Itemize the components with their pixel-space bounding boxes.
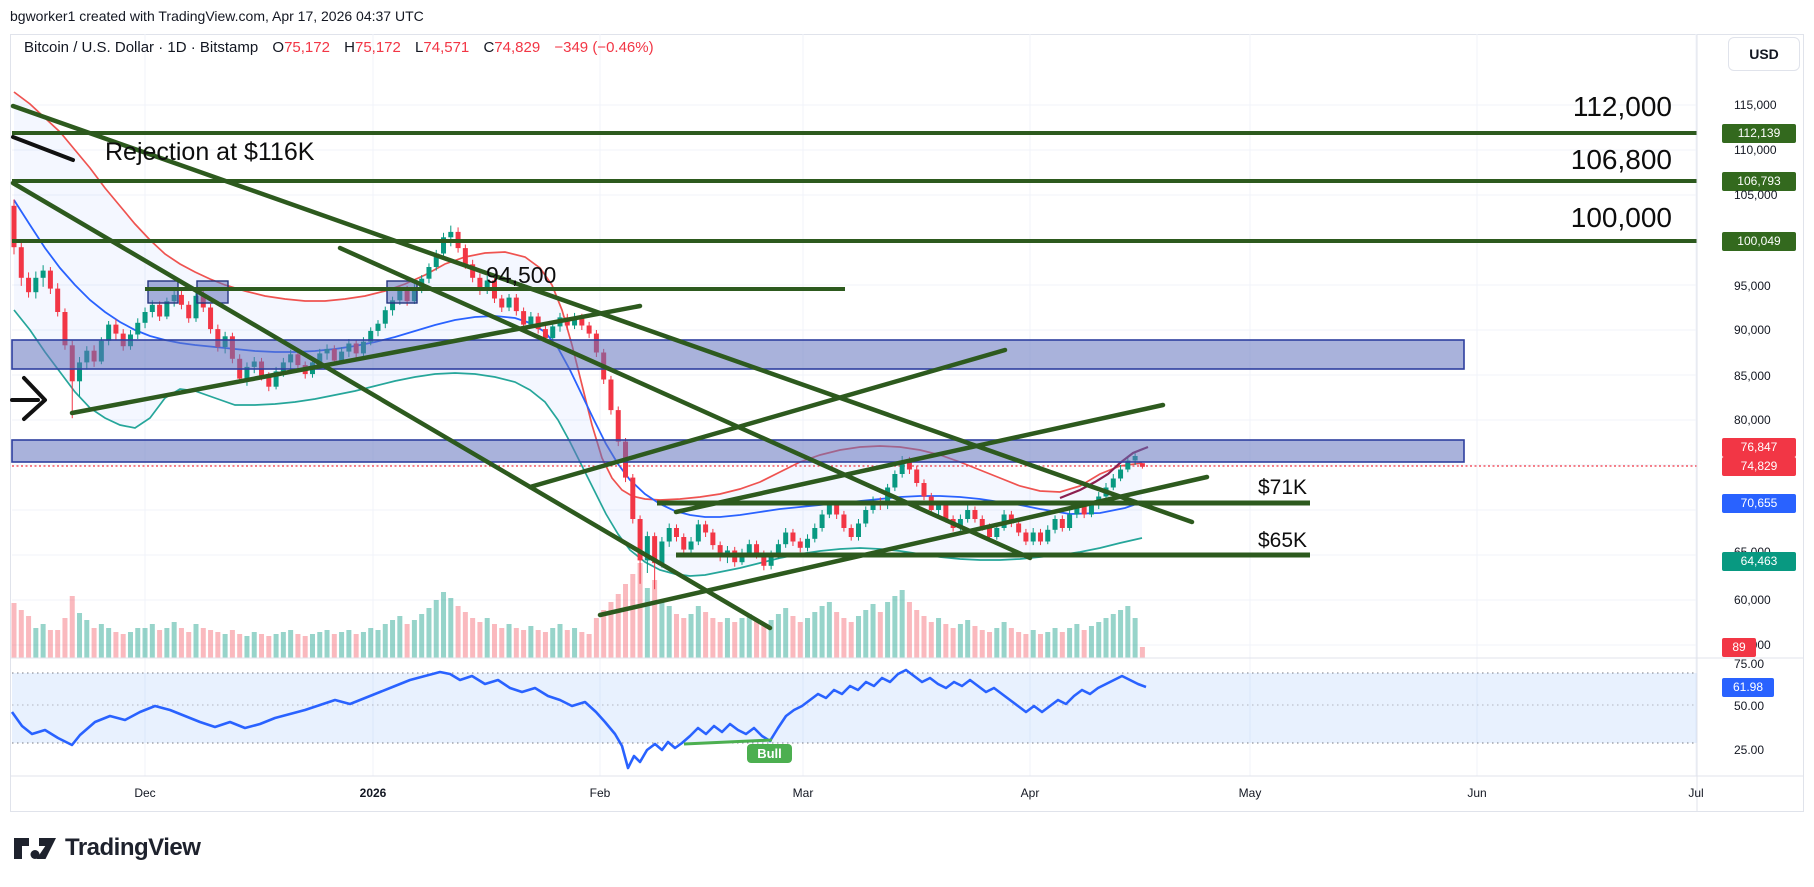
- tradingview-logo[interactable]: TradingView: [13, 834, 201, 862]
- rsi-line: [10, 668, 1147, 770]
- chart-annotation-level-112000: 112,000: [1572, 91, 1672, 122]
- ascending-support-0: [69, 303, 643, 416]
- chart-annotation-level-65k: $65K: [1258, 529, 1308, 552]
- drawn-marks: [10, 135, 75, 421]
- high-value: 75,172: [354, 39, 401, 56]
- gridlines: [12, 34, 1697, 776]
- price-axis-badge: 100,049: [1722, 231, 1796, 251]
- time-axis-label[interactable]: May: [1238, 786, 1262, 800]
- time-axis-label[interactable]: Jun: [1467, 786, 1487, 800]
- tradingview-logo-icon: [14, 837, 56, 859]
- price-axis-label: 60,000: [1734, 593, 1771, 607]
- chart-annotation-level-100000: 100,000: [1570, 202, 1672, 233]
- trendlines: [10, 103, 1697, 631]
- price-axis-label: 75.00: [1734, 657, 1765, 671]
- price-axis-label: 25.00: [1734, 743, 1765, 757]
- price-axis-badge: 106,793: [1722, 171, 1796, 191]
- descending-resistance-2: [10, 180, 773, 631]
- bull-divergence-badge: Bull: [747, 744, 792, 763]
- price-axis-badge: 112,139: [1722, 123, 1796, 143]
- price-axis-badge: 70,655: [1722, 493, 1796, 513]
- price-axis-label: 85,000: [1734, 369, 1771, 383]
- time-axis-label[interactable]: Dec: [134, 786, 156, 800]
- chart-annotation-level-94500: 94,500: [486, 262, 557, 288]
- open-value: 75,172: [284, 39, 330, 56]
- supply-band-lower: [11, 439, 1465, 463]
- open-label: O: [272, 39, 285, 56]
- price-axis-badge: 76,847: [1722, 437, 1796, 457]
- time-axis-label[interactable]: Feb: [589, 786, 611, 800]
- low-value: 74,571: [423, 39, 470, 56]
- time-axis-label[interactable]: Jul: [1688, 786, 1704, 800]
- pane-borders: [10, 34, 1804, 812]
- ascending-channel-bottom: [597, 474, 1210, 618]
- close-label: C: [483, 39, 495, 56]
- symbol-header[interactable]: Bitcoin / U.S. Dollar · 1D · Bitstamp O7…: [24, 39, 654, 56]
- price-axis-label: 95,000: [1734, 279, 1771, 293]
- close-value: 74,829: [494, 39, 541, 56]
- drawn-box: [147, 280, 179, 304]
- price-axis-label: 90,000: [1734, 323, 1771, 337]
- change-value: −349 (−0.46%): [554, 39, 654, 56]
- price-axis-badge: 61.98: [1722, 677, 1774, 697]
- drawn-box: [386, 280, 418, 304]
- currency-toggle-button[interactable]: USD: [1728, 37, 1800, 71]
- volume-bars: [11, 563, 1145, 658]
- supply-band-upper: [11, 339, 1465, 370]
- descending-resistance-3: [337, 245, 1033, 561]
- price-axis-badge: 74,829: [1722, 456, 1796, 476]
- price-axis-label: 110,000: [1734, 143, 1777, 157]
- creator-credit: bgworker1 created with TradingView.com, …: [10, 8, 424, 24]
- price-axis-label: 50.00: [1734, 699, 1765, 713]
- ascending-support-3: [527, 347, 1008, 490]
- price-axis-label: 105,000: [1734, 188, 1778, 202]
- chart-annotation-level-71k: $71K: [1258, 476, 1308, 499]
- symbol-title[interactable]: Bitcoin / U.S. Dollar · 1D · Bitstamp: [24, 39, 259, 56]
- high-label: H: [344, 39, 355, 56]
- right-arrow-head: [22, 376, 47, 421]
- rsi-bull-divergence-line: [683, 738, 773, 746]
- ascending-channel-top: [673, 402, 1166, 515]
- time-axis-label[interactable]: Apr: [1020, 786, 1040, 800]
- chart-annotation-level-106800: 106,800: [1570, 144, 1672, 175]
- price-axis-label: 115,000: [1734, 98, 1777, 112]
- price-axis-badge: 64,463: [1722, 551, 1796, 571]
- tradingview-logo-text: TradingView: [65, 834, 201, 861]
- time-axis-label[interactable]: 2026: [359, 786, 387, 800]
- price-axis-badge: 89: [1722, 637, 1756, 657]
- low-label: L: [415, 39, 424, 56]
- price-axis-label: 80,000: [1734, 413, 1771, 427]
- time-axis-label[interactable]: Mar: [792, 786, 814, 800]
- pointer-line: [11, 135, 75, 162]
- chart-annotation-rejection-note: Rejection at $116K: [105, 138, 315, 166]
- rsi-pane: [10, 668, 1697, 770]
